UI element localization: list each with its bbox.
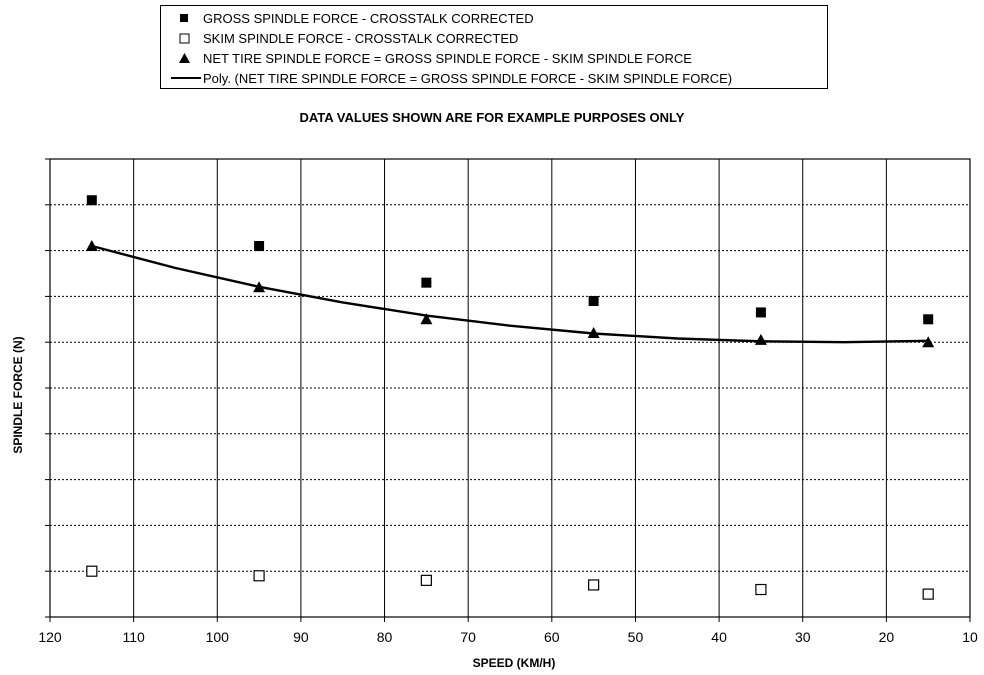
chart-legend: GROSS SPINDLE FORCE - CROSSTALK CORRECTE… <box>160 5 828 89</box>
legend-label-net: NET TIRE SPINDLE FORCE = GROSS SPINDLE F… <box>203 50 692 66</box>
filled-triangle-icon <box>171 51 197 65</box>
x-tick-label: 20 <box>879 629 895 645</box>
x-axis-label: SPEED (KM/H) <box>472 656 556 670</box>
point-gross <box>254 241 265 252</box>
x-tick-label: 120 <box>38 629 62 645</box>
point-gross <box>755 307 766 318</box>
point-gross <box>588 295 599 306</box>
point-net <box>253 281 266 293</box>
point-net <box>587 327 600 339</box>
legend-item-gross: GROSS SPINDLE FORCE - CROSSTALK CORRECTE… <box>171 9 534 27</box>
y-axis-label: SPINDLE FORCE (N) <box>11 336 25 454</box>
x-tick-label: 110 <box>122 629 145 645</box>
point-skim <box>86 565 98 577</box>
trendline-icon <box>171 71 201 85</box>
point-skim <box>253 570 265 582</box>
point-gross <box>421 277 432 288</box>
chart-subtitle: DATA VALUES SHOWN ARE FOR EXAMPLE PURPOS… <box>299 110 685 125</box>
point-skim <box>755 583 767 596</box>
point-net <box>420 313 433 325</box>
trendline-series-poly <box>91 244 929 344</box>
x-tick-label: 80 <box>377 629 393 645</box>
point-net <box>754 333 767 345</box>
filled-square-icon <box>171 11 197 25</box>
point-skim <box>922 588 934 600</box>
legend-item-poly: Poly. (NET TIRE SPINDLE FORCE = GROSS SP… <box>171 69 732 87</box>
legend-label-gross: GROSS SPINDLE FORCE - CROSSTALK CORRECTE… <box>203 10 534 26</box>
x-tick-label: 30 <box>795 629 811 645</box>
legend-label-poly: Poly. (NET TIRE SPINDLE FORCE = GROSS SP… <box>203 70 733 86</box>
x-tick-label: 100 <box>206 629 230 645</box>
open-square-icon <box>171 31 197 45</box>
point-gross <box>86 195 97 206</box>
legend-item-skim: SKIM SPINDLE FORCE - CROSSTALK CORRECTED <box>171 29 518 47</box>
x-tick-label: 40 <box>711 629 727 645</box>
point-gross <box>923 314 934 325</box>
point-net <box>922 336 935 348</box>
x-tick-label: 70 <box>460 629 476 645</box>
x-tick-label: 60 <box>544 629 560 645</box>
x-tick-label: 90 <box>293 629 309 645</box>
x-tick-label: 50 <box>628 629 644 645</box>
legend-item-net: NET TIRE SPINDLE FORCE = GROSS SPINDLE F… <box>171 49 692 67</box>
point-skim <box>420 574 432 586</box>
legend-label-skim: SKIM SPINDLE FORCE - CROSSTALK CORRECTED <box>203 30 519 46</box>
x-tick-label: 10 <box>962 629 978 645</box>
point-net <box>85 240 98 252</box>
point-skim <box>588 579 600 591</box>
